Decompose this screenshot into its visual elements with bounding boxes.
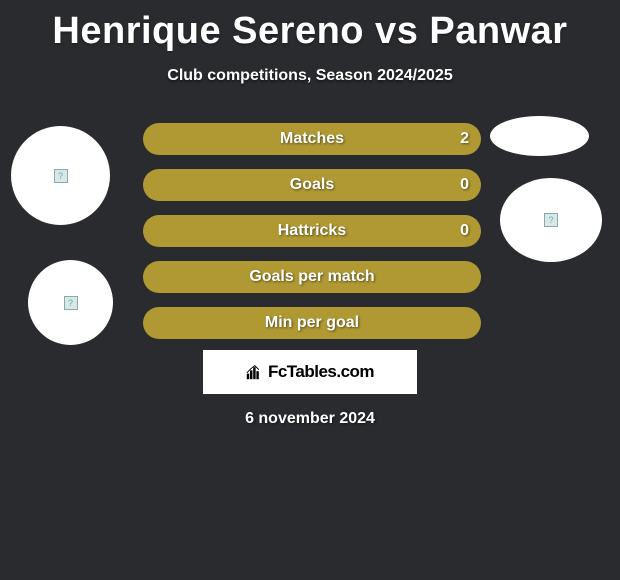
stat-label: Goals [290,176,334,194]
bars-icon [246,364,262,380]
stat-bar-goals-per-match: Goals per match [143,261,481,293]
placeholder-icon: ? [64,296,78,310]
stat-right-value: 0 [460,176,469,194]
comparison-subtitle: Club competitions, Season 2024/2025 [0,67,620,85]
player1-avatar: ? [11,126,110,225]
branding-text: FcTables.com [268,362,374,382]
stat-bar-goals: Goals 0 [143,169,481,201]
player2-avatar [490,116,589,156]
stat-bar-matches: Matches 2 [143,123,481,155]
snapshot-date: 6 november 2024 [0,410,620,428]
stat-right-value: 0 [460,222,469,240]
stat-label: Min per goal [265,314,359,332]
stat-bar-min-per-goal: Min per goal [143,307,481,339]
player1-club-badge: ? [28,260,113,345]
placeholder-icon: ? [54,169,68,183]
stat-area: ? ? ? Matches 2 Goals 0 Hattricks 0 Goal… [0,123,620,353]
stat-bar-hattricks: Hattricks 0 [143,215,481,247]
placeholder-icon: ? [544,213,558,227]
comparison-title: Henrique Sereno vs Panwar [0,0,620,53]
branding-card: FcTables.com [203,350,417,394]
stat-label: Goals per match [249,268,374,286]
stat-right-value: 2 [460,130,469,148]
stat-label: Matches [280,130,344,148]
player2-club-badge: ? [500,178,602,262]
stat-label: Hattricks [278,222,346,240]
